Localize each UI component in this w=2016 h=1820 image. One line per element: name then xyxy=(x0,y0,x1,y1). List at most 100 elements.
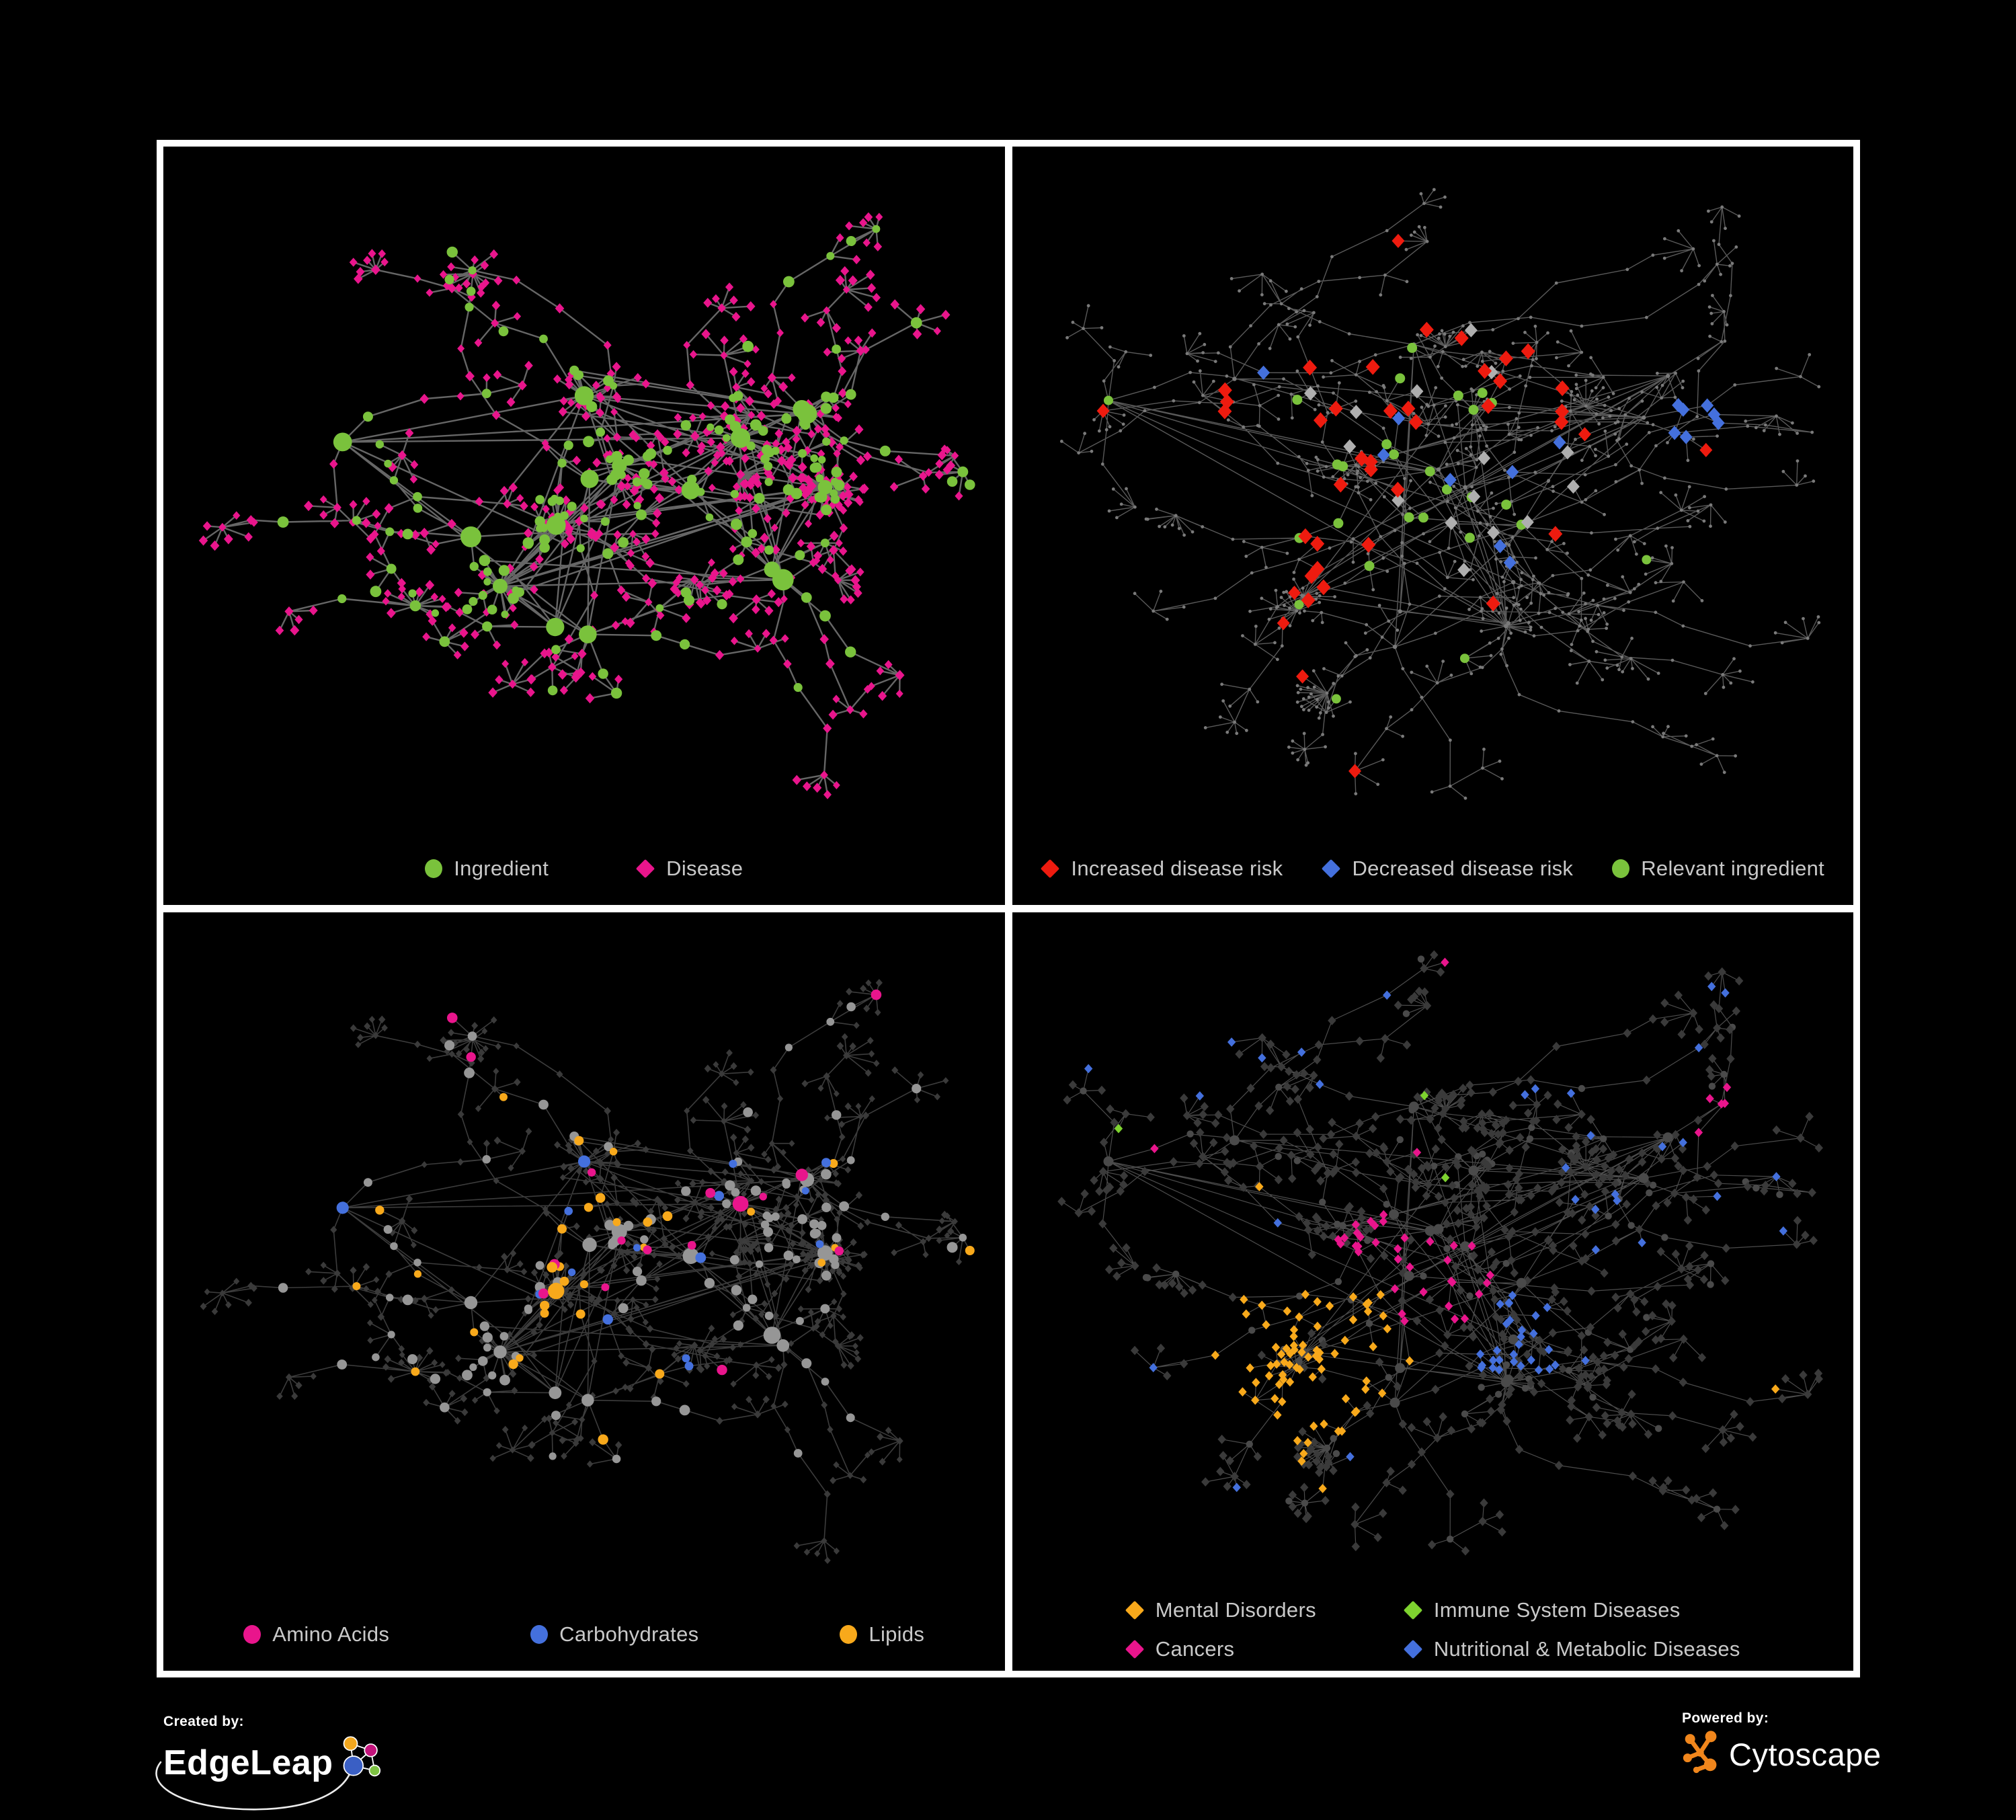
network-node xyxy=(1537,1379,1545,1388)
diamond-marker-icon xyxy=(1403,1639,1423,1659)
network-node xyxy=(868,1448,875,1456)
network-node xyxy=(680,420,692,431)
network-node xyxy=(743,1107,753,1117)
network-node xyxy=(1268,607,1273,611)
network-node xyxy=(1508,631,1513,635)
network-node xyxy=(1294,310,1298,314)
network-node xyxy=(1446,1536,1453,1543)
network-node xyxy=(1732,383,1736,387)
network-node xyxy=(1720,988,1730,998)
network-node xyxy=(1121,1109,1130,1119)
network-node xyxy=(1310,619,1314,623)
network-node xyxy=(1480,350,1484,354)
network-node xyxy=(1383,1324,1392,1334)
network-node xyxy=(1565,1367,1572,1374)
network-node xyxy=(1319,1232,1328,1241)
network-node xyxy=(1484,428,1487,432)
network-node xyxy=(816,317,825,327)
legend-label: Lipids xyxy=(869,1622,925,1646)
network-node xyxy=(481,1027,488,1035)
network-node xyxy=(1500,647,1504,651)
network-node xyxy=(545,647,554,658)
network-node xyxy=(776,329,784,338)
network-node xyxy=(1294,609,1298,613)
network-node xyxy=(955,491,963,501)
network-node xyxy=(1309,1421,1318,1431)
network-node xyxy=(830,494,840,504)
network-node xyxy=(1150,1144,1159,1154)
network-node xyxy=(1467,1424,1476,1434)
network-node xyxy=(741,1191,748,1197)
network-node xyxy=(798,483,808,493)
network-node xyxy=(1637,468,1641,472)
network-node xyxy=(1324,711,1328,714)
network-node xyxy=(793,1201,799,1208)
network-node xyxy=(1521,1384,1529,1392)
network-node xyxy=(1670,1153,1679,1163)
network-node xyxy=(1260,293,1264,296)
network-node xyxy=(1566,1089,1575,1098)
network-node xyxy=(1465,1080,1474,1090)
network-node xyxy=(1328,371,1332,374)
network-node xyxy=(1062,1095,1072,1105)
network-node xyxy=(1554,414,1568,430)
network-node xyxy=(516,1354,524,1362)
circle-marker-icon xyxy=(243,1625,261,1644)
network-node xyxy=(1439,377,1443,380)
network-node xyxy=(1148,354,1152,357)
network-node xyxy=(1709,1170,1718,1180)
network-node xyxy=(787,454,797,465)
network-node xyxy=(1289,1341,1298,1350)
network-node xyxy=(1654,385,1658,389)
network-node xyxy=(1200,525,1204,528)
network-node xyxy=(774,428,783,438)
network-node xyxy=(1628,1471,1637,1481)
network-node xyxy=(477,1356,488,1366)
network-node xyxy=(1726,1433,1735,1443)
network-node xyxy=(1510,580,1515,585)
network-node xyxy=(789,1140,795,1147)
network-node xyxy=(410,460,419,469)
network-node xyxy=(711,1335,719,1343)
network-node xyxy=(361,518,371,528)
network-node xyxy=(830,1476,836,1485)
network-node xyxy=(786,1228,793,1235)
network-node xyxy=(1464,446,1468,450)
network-node xyxy=(729,545,737,553)
network-node xyxy=(576,544,585,553)
network-node xyxy=(1330,359,1334,362)
legend-item: Decreased disease risk xyxy=(1322,857,1573,881)
network-node xyxy=(1624,1154,1634,1164)
network-node xyxy=(1502,1416,1511,1426)
network-node xyxy=(1313,1226,1322,1236)
network-node xyxy=(647,1208,655,1216)
network-node xyxy=(764,1281,771,1288)
network-node xyxy=(881,1212,890,1221)
network-node xyxy=(816,1277,823,1285)
network-node xyxy=(1328,1466,1338,1476)
network-node xyxy=(964,479,975,490)
network-node xyxy=(1517,411,1521,415)
network-node xyxy=(1490,328,1494,331)
network-node xyxy=(1611,1220,1620,1229)
network-node xyxy=(1312,685,1316,689)
network-node xyxy=(1332,518,1343,528)
network-node xyxy=(1277,418,1280,421)
network-node xyxy=(752,604,760,615)
network-node xyxy=(1451,330,1455,334)
network-node xyxy=(522,537,534,549)
network-node xyxy=(839,1201,850,1212)
network-node xyxy=(1771,1172,1781,1181)
network-node xyxy=(712,585,722,596)
network-node xyxy=(405,428,414,438)
network-node xyxy=(821,1270,832,1281)
network-node xyxy=(1240,634,1244,637)
network-node xyxy=(1495,592,1498,596)
network-node xyxy=(1719,1437,1728,1448)
network-node xyxy=(1445,576,1449,580)
network-node xyxy=(1545,331,1549,335)
network-node xyxy=(681,1186,691,1196)
network-node xyxy=(469,1363,477,1372)
network-node xyxy=(764,1311,774,1320)
network-node xyxy=(1600,1161,1609,1171)
